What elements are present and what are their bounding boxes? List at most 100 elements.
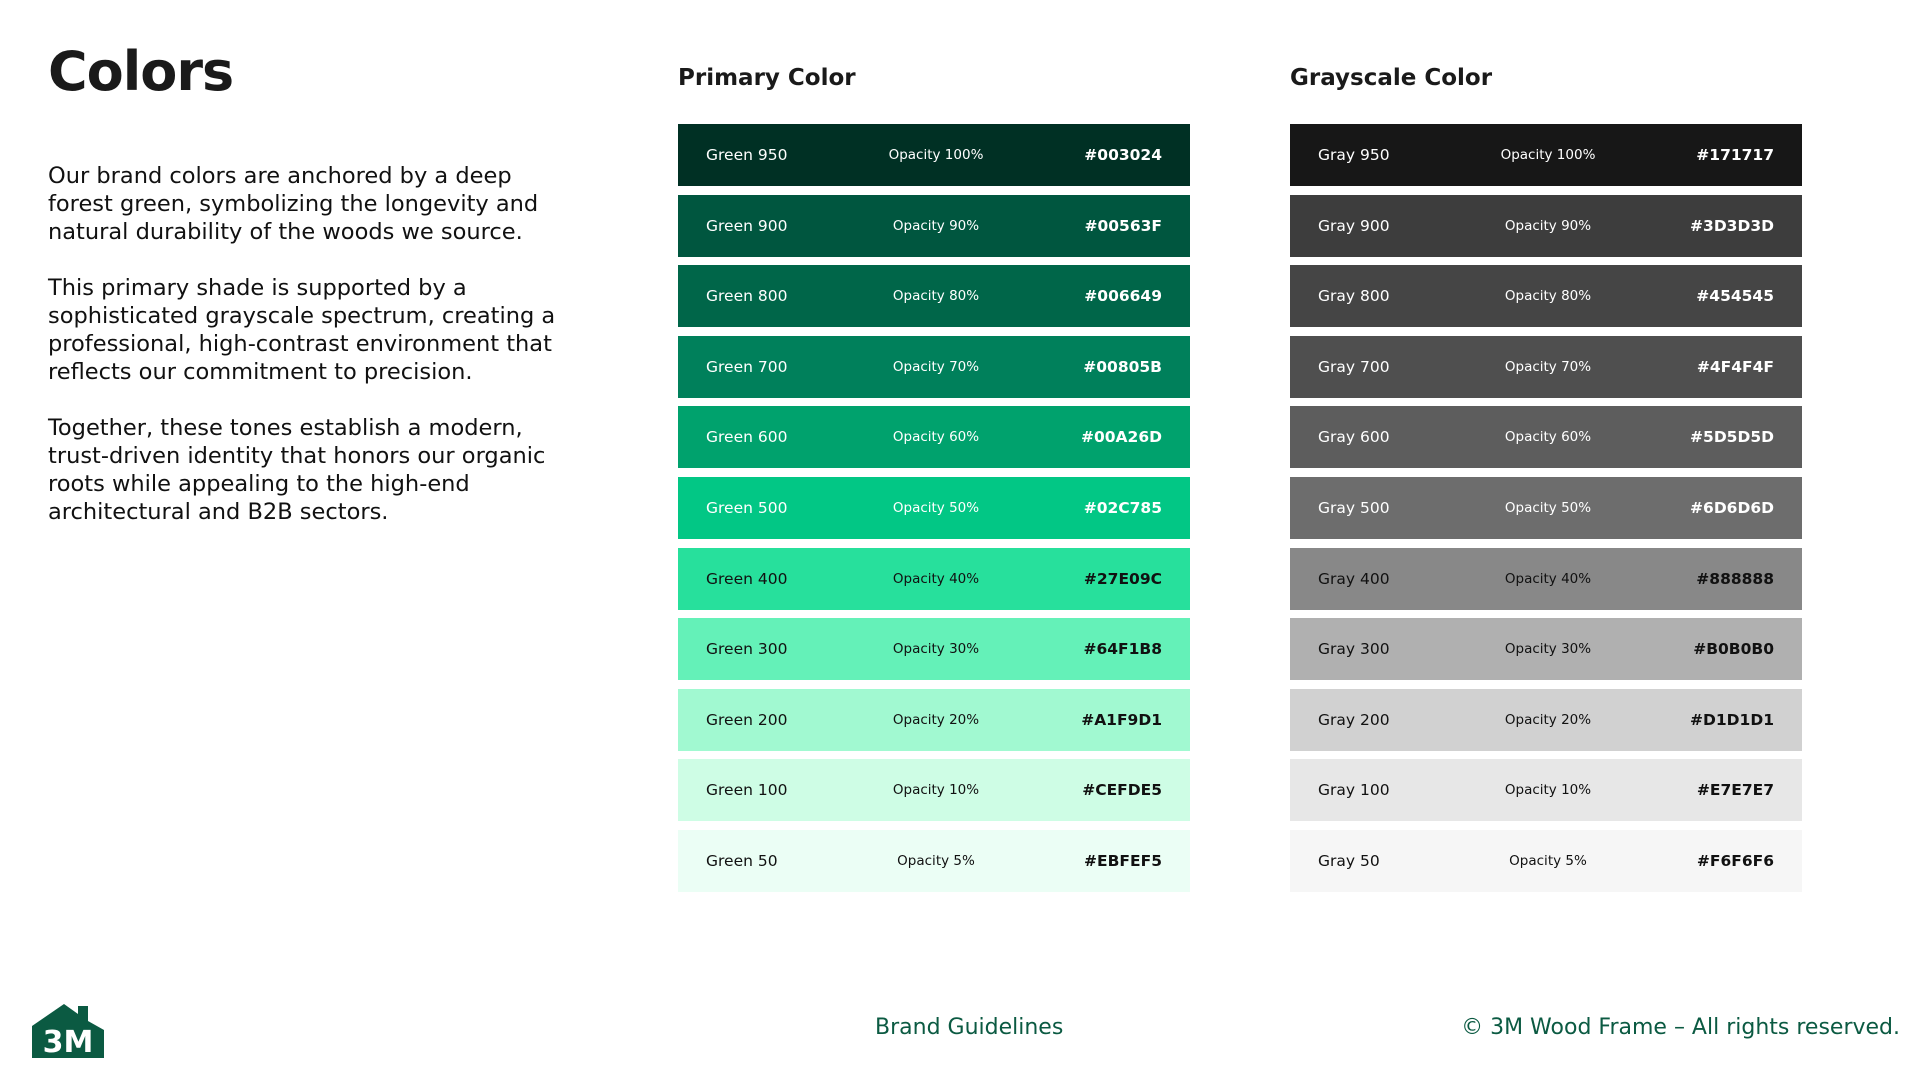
swatch-hex-code: #5D5D5D (1690, 428, 1774, 447)
swatch-name: Gray 50 (1318, 851, 1380, 870)
swatch-name: Gray 300 (1318, 640, 1390, 659)
logo-house-shape (32, 1004, 104, 1058)
color-swatch-row: Gray 500 Opacity 50% #6D6D6D (1290, 476, 1802, 539)
swatch-name: Gray 400 (1318, 569, 1390, 588)
swatch-name: Gray 800 (1318, 287, 1390, 306)
color-swatch-row: Gray 900 Opacity 90% #3D3D3D (1290, 194, 1802, 257)
swatch-opacity: Opacity 100% (1500, 147, 1596, 163)
swatch-name: Gray 200 (1318, 710, 1390, 729)
color-swatch-row: Gray 100 Opacity 10% #E7E7E7 (1290, 759, 1802, 822)
swatch-hex-code: #EBFEF5 (1084, 851, 1162, 870)
swatch-name: Green 100 (706, 781, 788, 800)
swatch-name: Green 300 (706, 640, 788, 659)
swatch-hex-code: #454545 (1696, 287, 1774, 306)
swatch-hex-code: #64F1B8 (1083, 640, 1162, 659)
swatch-hex-code: #3D3D3D (1690, 216, 1774, 235)
swatch-name: Gray 100 (1318, 781, 1390, 800)
swatch-hex-code: #00563F (1084, 216, 1163, 235)
swatch-name: Green 900 (706, 216, 788, 235)
swatch-hex-code: #6D6D6D (1690, 498, 1774, 517)
swatch-hex-code: #CEFDE5 (1082, 781, 1162, 800)
swatch-hex-code: #F6F6F6 (1696, 851, 1774, 870)
color-swatch-row: Gray 300 Opacity 30% #B0B0B0 (1290, 618, 1802, 681)
swatch-name: Green 800 (706, 287, 788, 306)
swatch-name: Green 950 (706, 146, 788, 164)
swatch-hex-code: #00A26D (1081, 428, 1162, 447)
swatch-name: Gray 500 (1318, 498, 1390, 517)
swatch-name: Green 50 (706, 851, 778, 870)
swatch-opacity: Opacity 30% (1504, 641, 1592, 658)
color-swatch-row: Gray 600 Opacity 60% #5D5D5D (1290, 406, 1802, 469)
swatch-opacity: Opacity 40% (1504, 570, 1592, 587)
swatch-name: Gray 600 (1318, 428, 1390, 447)
primary-color-heading: Primary Color (678, 65, 856, 91)
footer-copyright: © 3M Wood Frame – All rights reserved. (1461, 1015, 1900, 1040)
grayscale-color-palette: Grayscale Color Gray 950 Opacity 100% #171… (1290, 60, 1802, 901)
swatch-opacity: Opacity 90% (1504, 217, 1592, 234)
swatch-opacity: Opacity 5% (897, 852, 975, 869)
swatch-name: Gray 700 (1318, 357, 1390, 376)
intro-paragraph: This primary shade is supported by a sop… (48, 275, 556, 385)
swatch-hex-code: #4F4F4F (1696, 357, 1774, 376)
intro-paragraph: Together, these tones establish a modern… (48, 415, 546, 525)
swatch-opacity: Opacity 20% (1504, 711, 1592, 728)
color-swatch-row: Gray 950 Opacity 100% #171717 (1290, 124, 1802, 186)
swatch-hex-code: #006649 (1084, 287, 1162, 306)
swatch-name: Gray 900 (1318, 216, 1390, 235)
color-swatch-row: Green 50 Opacity 5% #EBFEF5 (678, 829, 1190, 892)
color-swatch-row: Green 950 Opacity 100% #003024 (678, 124, 1190, 186)
swatch-opacity: Opacity 70% (1504, 358, 1592, 375)
swatch-name: Green 200 (706, 710, 788, 729)
color-swatch-row: Green 200 Opacity 20% #A1F9D1 (678, 688, 1190, 751)
swatch-name: Green 600 (706, 428, 788, 447)
color-swatch-row: Gray 800 Opacity 80% #454545 (1290, 265, 1802, 328)
swatch-opacity: Opacity 40% (892, 570, 980, 587)
swatch-name: Green 700 (706, 357, 788, 376)
color-swatch-row: Green 100 Opacity 10% #CEFDE5 (678, 759, 1190, 822)
swatch-hex-code: #D1D1D1 (1690, 710, 1774, 729)
brand-logo-icon: 3M (32, 1004, 104, 1060)
color-swatch-row: Green 700 Opacity 70% #00805B (678, 335, 1190, 398)
swatch-opacity: Opacity 70% (892, 358, 980, 375)
swatch-hex-code: #888888 (1696, 569, 1774, 588)
swatch-opacity: Opacity 30% (892, 641, 980, 658)
primary-color-palette: Primary Color Green 950 Opacity 100% #0030… (678, 60, 1190, 901)
intro-text: Our brand colors are anchored by a deep … (48, 162, 558, 554)
swatch-opacity: Opacity 80% (1504, 288, 1592, 305)
swatch-hex-code: #00805B (1083, 357, 1162, 376)
swatch-opacity: Opacity 60% (1504, 429, 1592, 446)
swatch-name: Green 400 (706, 569, 788, 588)
logo-text: 3M (43, 1025, 94, 1060)
swatch-name: Gray 950 (1318, 146, 1390, 164)
grayscale-swatch-list: Gray 950 Opacity 100% #171717 Gray 900 Opaci… (1290, 124, 1802, 892)
color-swatch-row: Green 900 Opacity 90% #00563F (678, 194, 1190, 257)
swatch-opacity: Opacity 20% (892, 711, 980, 728)
swatch-hex-code: #A1F9D1 (1081, 710, 1162, 729)
swatch-opacity: Opacity 50% (1504, 499, 1592, 516)
swatch-hex-code: #003024 (1084, 146, 1162, 164)
color-swatch-row: Gray 400 Opacity 40% #888888 (1290, 547, 1802, 610)
color-swatch-row: Green 300 Opacity 30% #64F1B8 (678, 618, 1190, 681)
color-swatch-row: Green 500 Opacity 50% #02C785 (678, 476, 1190, 539)
swatch-opacity: Opacity 5% (1509, 852, 1587, 869)
intro-paragraph: Our brand colors are anchored by a deep … (48, 163, 539, 245)
swatch-hex-code: #171717 (1696, 146, 1774, 164)
footer-brand-guidelines: Brand Guidelines (875, 1015, 1064, 1040)
color-swatch-row: Green 400 Opacity 40% #27E09C (678, 547, 1190, 610)
color-swatch-row: Gray 700 Opacity 70% #4F4F4F (1290, 335, 1802, 398)
swatch-hex-code: #B0B0B0 (1693, 640, 1774, 659)
swatch-opacity: Opacity 50% (892, 499, 980, 516)
swatch-opacity: Opacity 10% (1504, 782, 1592, 799)
page-title: Colors (48, 40, 234, 103)
color-swatch-row: Gray 200 Opacity 20% #D1D1D1 (1290, 688, 1802, 751)
color-swatch-row: Green 600 Opacity 60% #00A26D (678, 406, 1190, 469)
primary-swatch-list: Green 950 Opacity 100% #003024 Green 900 Opa… (678, 124, 1190, 892)
swatch-hex-code: #02C785 (1083, 498, 1162, 517)
swatch-opacity: Opacity 90% (892, 217, 980, 234)
color-swatch-row: Gray 50 Opacity 5% #F6F6F6 (1290, 829, 1802, 892)
swatch-opacity: Opacity 100% (888, 147, 984, 163)
swatch-opacity: Opacity 60% (892, 429, 980, 446)
color-swatch-row: Green 800 Opacity 80% #006649 (678, 265, 1190, 328)
grayscale-color-heading: Grayscale Color (1290, 65, 1493, 91)
swatch-opacity: Opacity 10% (892, 782, 980, 799)
